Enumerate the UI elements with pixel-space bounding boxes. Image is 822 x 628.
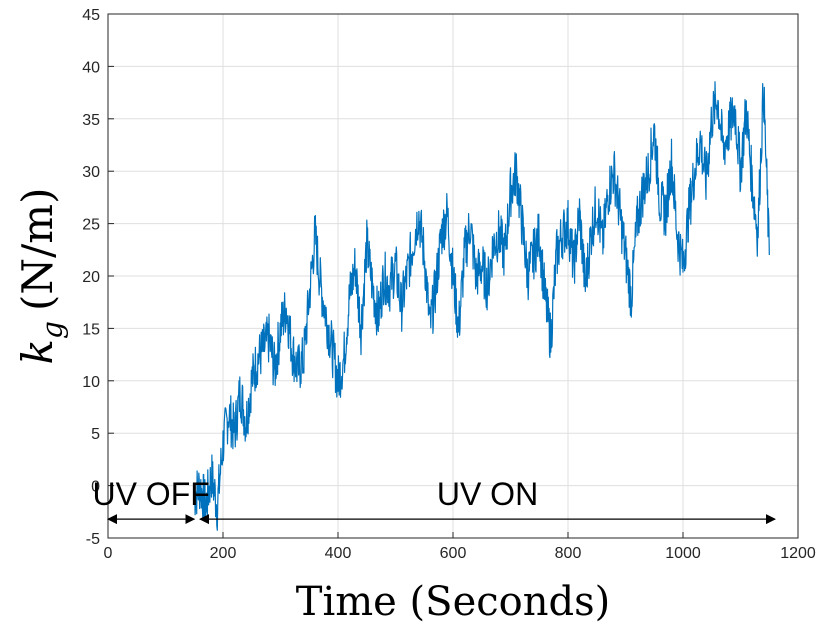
x-tick-label: 1000 xyxy=(665,545,701,562)
y-tick-label: -5 xyxy=(86,531,100,548)
y-tick-label: 5 xyxy=(91,426,100,443)
x-tick-label: 200 xyxy=(210,545,237,562)
x-tick-label: 600 xyxy=(440,545,467,562)
y-tick-label: 45 xyxy=(82,7,100,24)
y-label-unit: (N/m) xyxy=(13,188,62,312)
x-axis-label: Time (Seconds) xyxy=(296,579,610,625)
series-line xyxy=(193,81,770,531)
x-tick-label: 800 xyxy=(555,545,582,562)
x-ticks: 0 200 400 600 800 1000 1200 xyxy=(104,532,816,562)
y-tick-label: 0 xyxy=(91,479,100,496)
y-tick-label: 30 xyxy=(82,164,100,181)
x-tick-label: 1200 xyxy=(780,545,816,562)
y-tick-label: 10 xyxy=(82,374,100,391)
y-axis-label: kg (N/m) xyxy=(13,188,69,365)
y-ticks: -5 0 5 10 15 20 25 30 35 40 45 xyxy=(82,7,114,548)
series-group xyxy=(193,81,770,531)
y-tick-label: 15 xyxy=(82,321,100,338)
y-tick-label: 40 xyxy=(82,59,100,76)
svg-text:kg(N/m): kg (N/m) xyxy=(13,188,69,365)
y-label-main: k xyxy=(13,339,62,364)
annotation-label: UV ON xyxy=(437,476,538,512)
annotations: UV OFF UV ON xyxy=(92,476,776,525)
y-tick-label: 35 xyxy=(82,112,100,129)
y-tick-label: 25 xyxy=(82,217,100,234)
annotation-label: UV OFF xyxy=(92,476,209,512)
x-tick-label: 0 xyxy=(104,545,113,562)
y-tick-label: 20 xyxy=(82,269,100,286)
x-tick-label: 400 xyxy=(325,545,352,562)
y-label-sub: g xyxy=(36,321,69,339)
